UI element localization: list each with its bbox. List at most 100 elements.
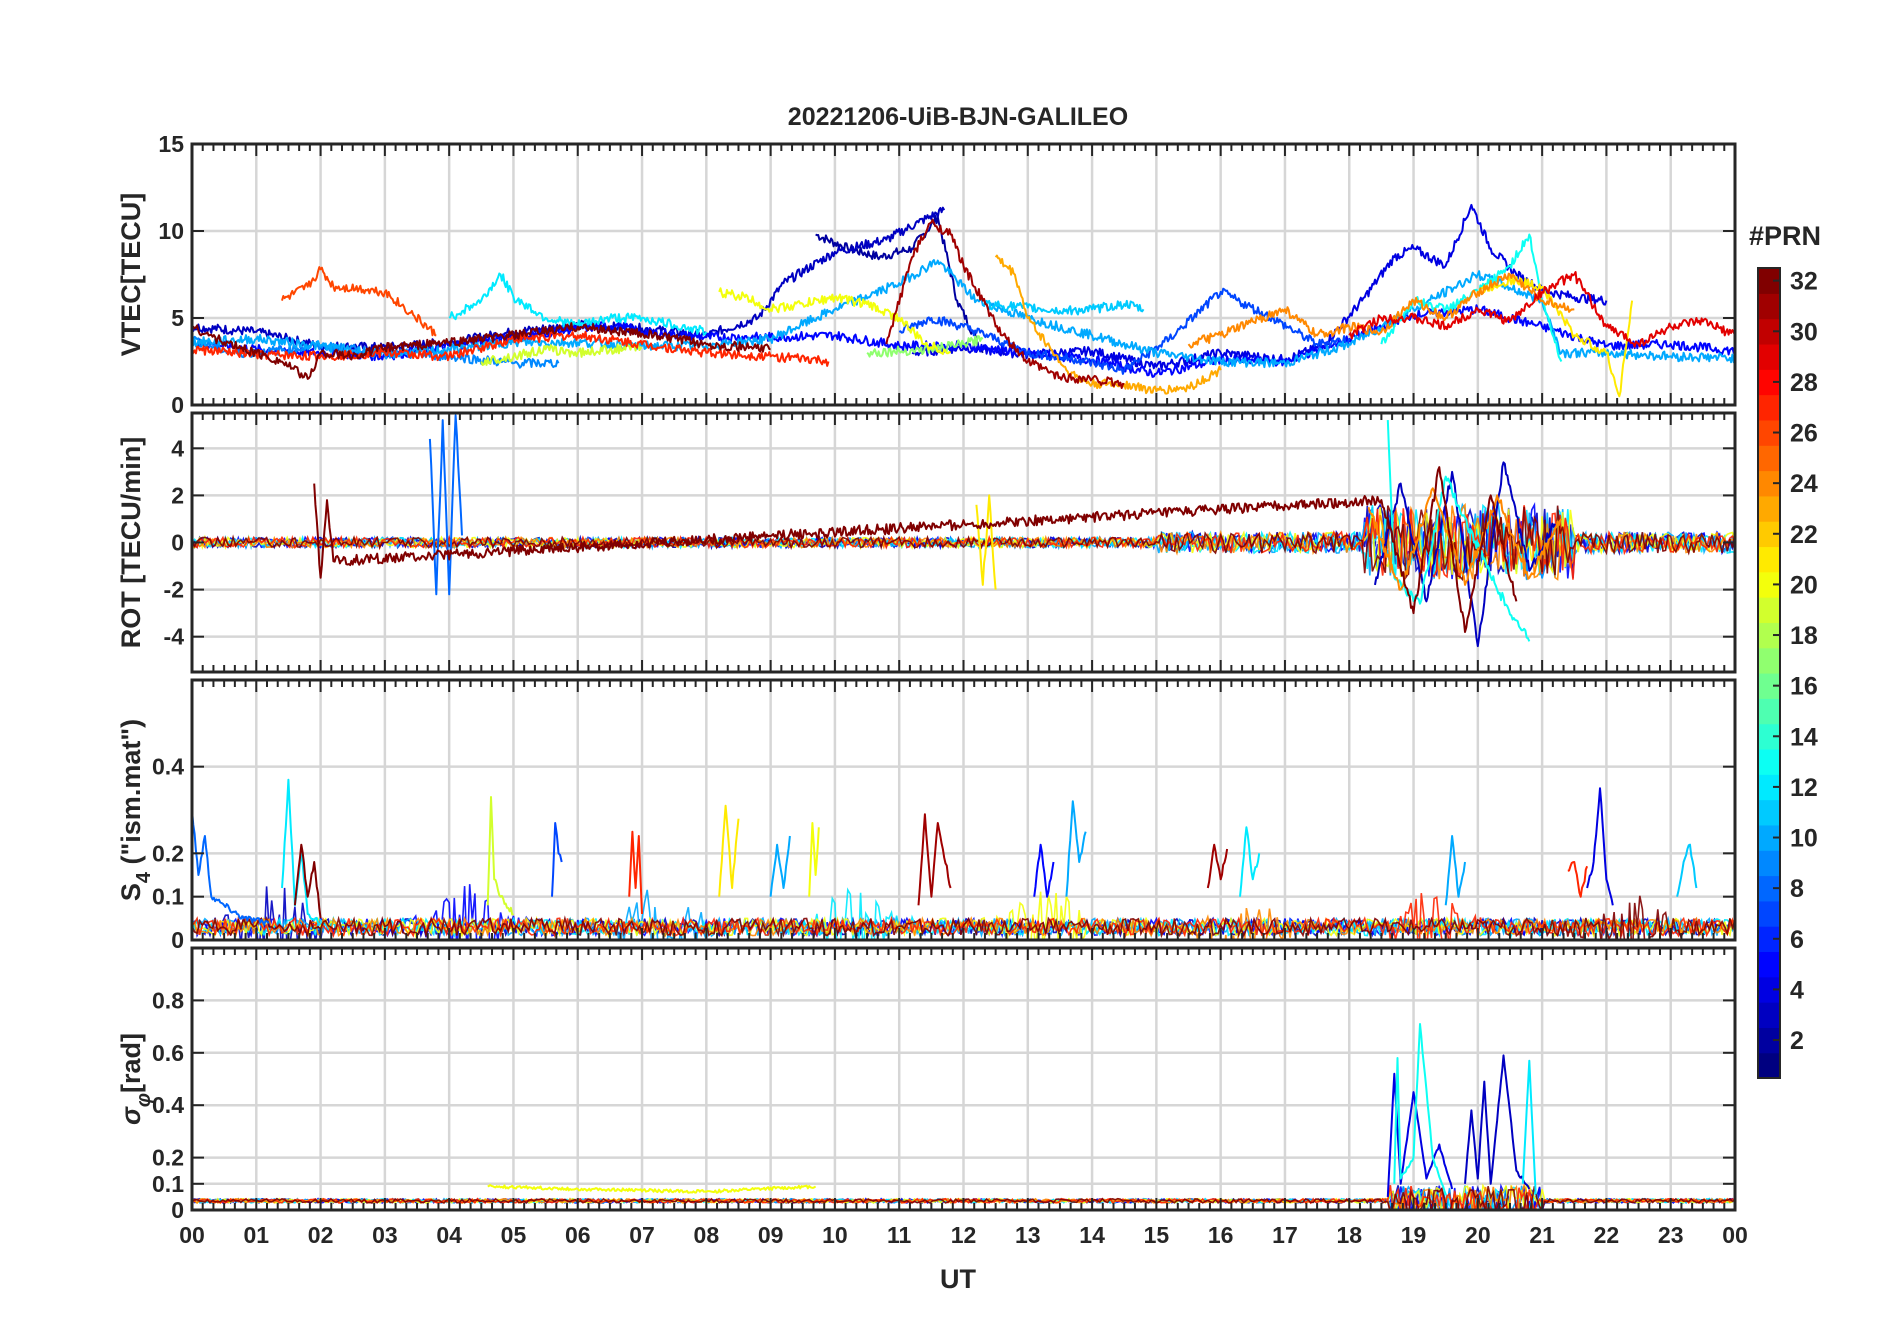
x-tick-label: 19: [1401, 1222, 1427, 1248]
series-line-prn-21: [975, 494, 997, 590]
colorbar-band: [1758, 495, 1780, 522]
colorbar-tick-label: 12: [1790, 774, 1818, 802]
panel-s4: 00.10.20.4S4 ("ism.mat"): [116, 678, 1737, 953]
colorbar-band: [1758, 369, 1780, 396]
x-tick-label: 20: [1465, 1222, 1491, 1248]
series-line-prn-24: [1187, 272, 1575, 349]
series-line-prn-10: [769, 835, 791, 897]
y-axis-label-rot: ROT [TECU/min]: [116, 437, 146, 648]
series-line-prn-8: [428, 414, 463, 596]
series-line-prn-20: [487, 1184, 817, 1194]
x-axis-tick-labels: 00 01 02 03 04 05 06 07 08 09 10 11 12 13 14 15 16 17 18 19…: [179, 1222, 1748, 1248]
colorbar-band: [1758, 824, 1780, 851]
x-tick-label: 01: [243, 1222, 269, 1248]
y-tick-label: 15: [158, 131, 184, 157]
x-tick-label: 12: [951, 1222, 977, 1248]
series-line-prn-20: [718, 287, 952, 355]
series-line-prn-11: [982, 299, 1145, 316]
y-tick-label: 0: [171, 530, 184, 556]
colorbar-band: [1758, 318, 1780, 345]
x-tick-label: 17: [1272, 1222, 1298, 1248]
series-line-prn-3: [1374, 461, 1556, 648]
x-tick-label: 06: [565, 1222, 591, 1248]
colorbar-tick-label: 2: [1790, 1027, 1804, 1055]
colorbar-band: [1758, 1002, 1780, 1028]
colorbar-band: [1758, 343, 1780, 370]
x-tick-label: 08: [694, 1222, 720, 1248]
colorbar-tick-label: 32: [1790, 268, 1818, 296]
colorbar-tick-label: 22: [1790, 521, 1818, 549]
series-line-prn-27: [1567, 861, 1589, 898]
y-tick-label: 0.8: [152, 987, 184, 1013]
colorbar-band: [1758, 698, 1780, 725]
panel-rot: -4 -2 0 2 4 ROT [TECU/min]: [116, 411, 1737, 674]
series-line-prn-32: [192, 322, 771, 380]
baseline-trace-prn-27: [192, 505, 1735, 580]
series-line-prn-29: [1348, 271, 1735, 348]
colorbar-bands: [1757, 267, 1781, 1079]
colorbar-band: [1758, 419, 1780, 446]
colorbar-band: [1758, 268, 1780, 294]
series-line-prn-4: [1386, 1072, 1454, 1197]
colorbar-band: [1758, 571, 1780, 598]
colorbar-band: [1758, 470, 1780, 497]
series-line-prn-31: [885, 218, 1125, 389]
x-tick-label: 05: [501, 1222, 527, 1248]
colorbar-tick-label: 6: [1790, 926, 1804, 954]
series-line-prn-12: [1521, 1059, 1537, 1195]
colorbar-tick-label: 26: [1790, 420, 1818, 448]
series-line-prn-21: [718, 804, 740, 897]
series-line-prn-20: [808, 822, 820, 897]
series-line-prn-12: [448, 272, 708, 336]
series-line-prn-23: [994, 254, 1222, 395]
colorbar-band: [1758, 1052, 1780, 1079]
series-line-prn-19: [480, 342, 642, 366]
colorbar-band: [1758, 394, 1780, 421]
colorbar-tick-label: 8: [1790, 875, 1804, 903]
colorbar-band: [1758, 850, 1780, 877]
colorbar-band: [1758, 1027, 1780, 1054]
y-axis-label-sub: φ: [133, 1093, 155, 1107]
series-line-prn-27: [192, 330, 830, 367]
baseline-trace-prn-24: [192, 502, 1735, 581]
colorbar-tick-label: 16: [1790, 673, 1818, 701]
colorbar-tick-label: 10: [1790, 825, 1818, 853]
y-axis-label-main: σ: [116, 1106, 146, 1125]
colorbar-band: [1758, 546, 1780, 573]
y-tick-label: 0: [171, 1197, 184, 1223]
colorbar-tick-label: 28: [1790, 369, 1818, 397]
series-line-prn-4: [1586, 787, 1614, 906]
series-line-prn-10: [1065, 800, 1087, 897]
series-line-prn-7: [551, 822, 563, 897]
series-line-prn-7: [898, 287, 1351, 375]
series-line-prn-11: [1676, 843, 1698, 897]
chart-title: 20221206-UiB-BJN-GALILEO: [788, 103, 1128, 131]
x-tick-label: 00: [179, 1222, 205, 1248]
x-tick-label: 21: [1529, 1222, 1555, 1248]
colorbar-band: [1758, 723, 1780, 750]
colorbar-tick-label: 20: [1790, 571, 1818, 599]
colorbar-band: [1758, 875, 1780, 902]
colorbar-tick-label: 24: [1790, 470, 1818, 498]
colorbar-band: [1758, 900, 1780, 927]
x-tick-label: 11: [887, 1222, 912, 1248]
series-line-prn-13: [1393, 1023, 1447, 1195]
y-tick-label: 0.2: [152, 1145, 184, 1171]
series-line-prn-8: [192, 809, 270, 926]
series-line-prn-5: [1033, 843, 1055, 898]
x-tick-label: 03: [372, 1222, 398, 1248]
y-axis-label-rest: ("ism.mat"): [116, 719, 146, 872]
y-tick-label: 2: [171, 482, 184, 508]
series-line-prn-3: [1464, 1054, 1531, 1190]
x-tick-label: 23: [1658, 1222, 1684, 1248]
series-line-prn-21: [1477, 275, 1634, 398]
panel-sigphi: 00.10.2 0.4 0.6 0.8 σφ[rad]: [116, 946, 1737, 1223]
colorbar-band: [1758, 951, 1780, 978]
x-tick-label: 00: [1722, 1222, 1748, 1248]
y-tick-label: 0.1: [152, 884, 184, 910]
x-tick-label: 22: [1594, 1222, 1620, 1248]
series-line-prn-27: [628, 830, 643, 915]
colorbar-band: [1758, 748, 1780, 775]
